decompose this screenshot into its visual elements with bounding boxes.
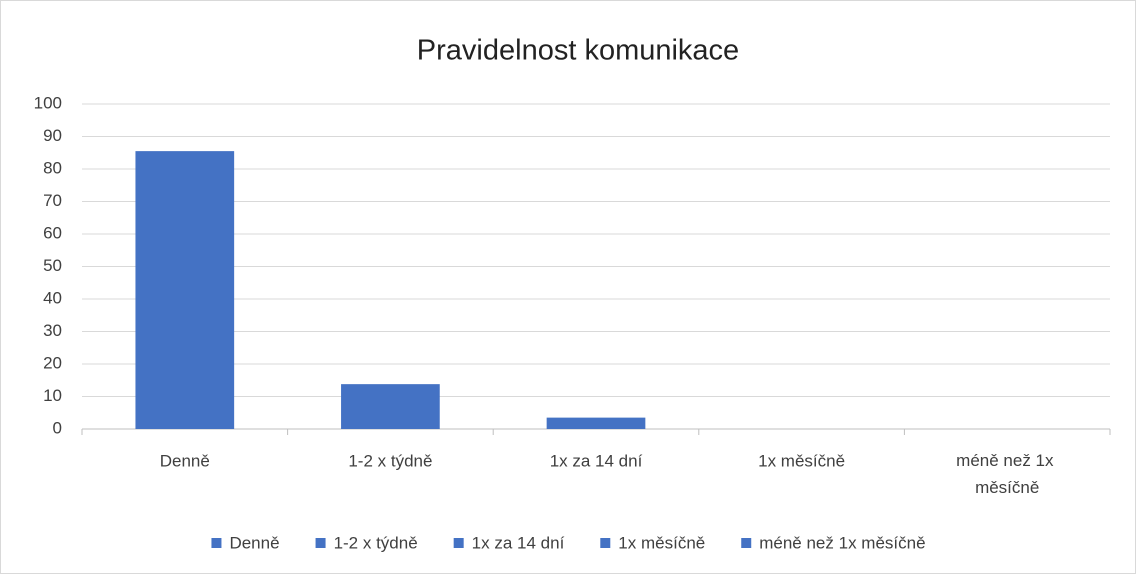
bar <box>135 151 235 429</box>
x-tick-label: 1x za 14 dní <box>550 451 643 470</box>
bar <box>341 384 440 429</box>
y-tick-label: 80 <box>43 158 62 177</box>
legend-swatch <box>315 538 326 548</box>
legend-label: 1x měsíčně <box>618 533 705 552</box>
x-tick-label: méně než 1x měsíčně <box>956 451 1058 497</box>
legend-label: Denně <box>229 533 279 552</box>
legend-swatch <box>741 538 752 548</box>
y-tick-label: 40 <box>43 288 62 307</box>
legend-label: 1x za 14 dní <box>472 533 565 552</box>
x-tick-label: Denně <box>160 451 210 470</box>
x-tick-label: 1x měsíčně <box>758 451 845 470</box>
y-tick-label: 0 <box>53 418 62 437</box>
chart-title: Pravidelnost komunikace <box>417 35 739 67</box>
y-tick-label: 30 <box>43 321 62 340</box>
legend-swatch <box>211 538 222 548</box>
y-tick-label: 60 <box>43 223 62 242</box>
y-tick-label: 50 <box>43 256 62 275</box>
y-tick-label: 10 <box>43 386 62 405</box>
legend-label: méně než 1x měsíčně <box>759 533 925 552</box>
x-tick-label: 1-2 x týdně <box>348 451 432 470</box>
legend-label: 1-2 x týdně <box>334 533 418 552</box>
legend-swatch <box>600 538 611 548</box>
y-tick-label: 70 <box>43 191 62 210</box>
y-tick-label: 100 <box>34 93 62 112</box>
bar <box>546 417 646 429</box>
y-tick-label: 20 <box>43 353 62 372</box>
y-tick-label: 90 <box>43 126 62 145</box>
legend-swatch <box>453 538 464 548</box>
